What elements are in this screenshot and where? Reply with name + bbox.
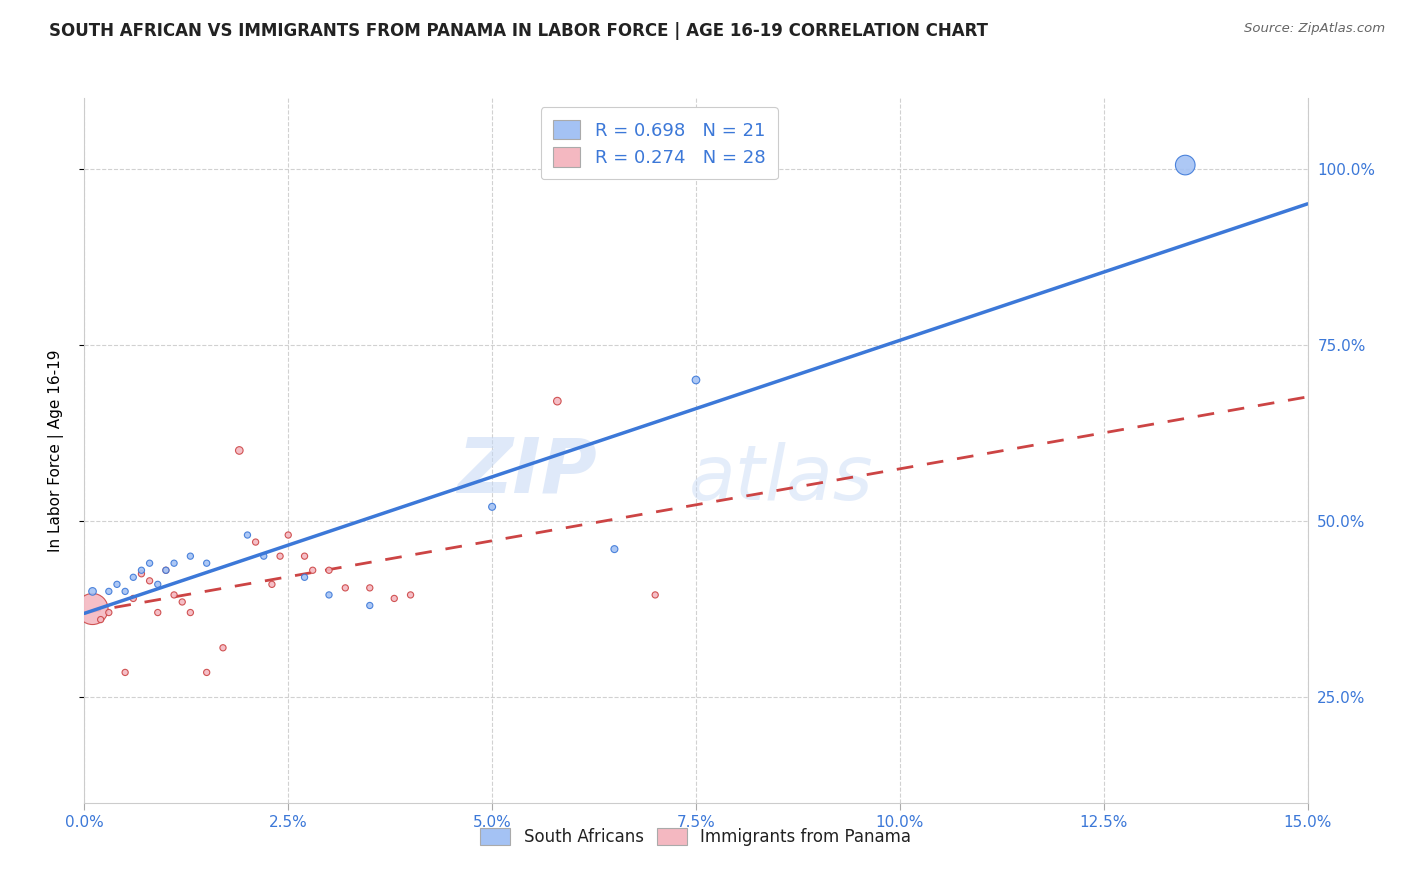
Point bbox=[179, 549, 201, 564]
Text: ZIP: ZIP bbox=[458, 434, 598, 508]
Point bbox=[294, 570, 316, 584]
Point bbox=[105, 577, 128, 591]
Point bbox=[82, 602, 104, 616]
Point bbox=[82, 584, 104, 599]
Point bbox=[212, 640, 235, 655]
Point bbox=[90, 613, 112, 627]
Point bbox=[294, 549, 316, 564]
Point bbox=[318, 563, 340, 577]
Point bbox=[195, 665, 218, 680]
Point bbox=[359, 581, 381, 595]
Point bbox=[1174, 158, 1197, 172]
Point bbox=[269, 549, 291, 564]
Point bbox=[228, 443, 250, 458]
Point bbox=[685, 373, 707, 387]
Point bbox=[146, 606, 169, 620]
Point bbox=[155, 563, 177, 577]
Point bbox=[122, 570, 145, 584]
Y-axis label: In Labor Force | Age 16-19: In Labor Force | Age 16-19 bbox=[48, 349, 63, 552]
Point bbox=[603, 542, 626, 557]
Point bbox=[277, 528, 299, 542]
Point bbox=[97, 606, 120, 620]
Point bbox=[172, 595, 194, 609]
Point bbox=[146, 577, 169, 591]
Point bbox=[179, 606, 201, 620]
Point bbox=[481, 500, 503, 514]
Point bbox=[114, 584, 136, 599]
Point bbox=[114, 665, 136, 680]
Point bbox=[253, 549, 276, 564]
Point bbox=[399, 588, 422, 602]
Point bbox=[644, 588, 666, 602]
Point bbox=[195, 556, 218, 570]
Text: SOUTH AFRICAN VS IMMIGRANTS FROM PANAMA IN LABOR FORCE | AGE 16-19 CORRELATION C: SOUTH AFRICAN VS IMMIGRANTS FROM PANAMA … bbox=[49, 22, 988, 40]
Point bbox=[335, 581, 357, 595]
Point bbox=[359, 599, 381, 613]
Point bbox=[260, 577, 283, 591]
Point bbox=[138, 556, 160, 570]
Point bbox=[163, 588, 186, 602]
Point bbox=[131, 563, 153, 577]
Point bbox=[301, 563, 323, 577]
Point bbox=[546, 394, 568, 409]
Point bbox=[155, 563, 177, 577]
Point bbox=[382, 591, 405, 606]
Text: atlas: atlas bbox=[689, 442, 875, 516]
Point bbox=[163, 556, 186, 570]
Point bbox=[131, 566, 153, 581]
Point bbox=[122, 591, 145, 606]
Point bbox=[236, 528, 259, 542]
Text: Source: ZipAtlas.com: Source: ZipAtlas.com bbox=[1244, 22, 1385, 36]
Point bbox=[138, 574, 160, 588]
Legend: South Africans, Immigrants from Panama: South Africans, Immigrants from Panama bbox=[472, 820, 920, 855]
Point bbox=[245, 535, 267, 549]
Point bbox=[97, 584, 120, 599]
Point bbox=[318, 588, 340, 602]
